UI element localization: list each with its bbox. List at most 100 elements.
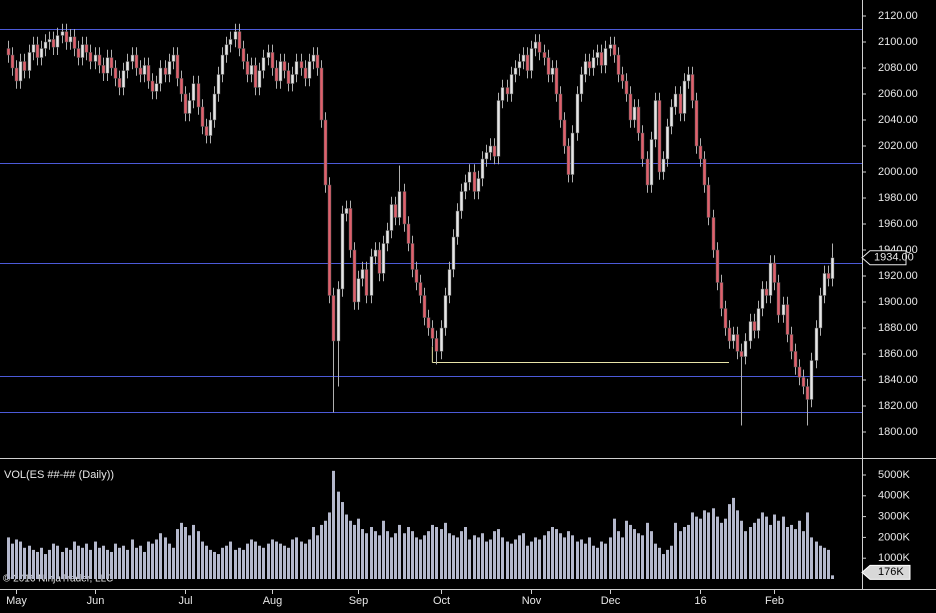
- candle-body: [212, 93, 217, 121]
- candle-body: [616, 54, 621, 75]
- volume-bar: [773, 514, 776, 579]
- volume-bar: [576, 541, 579, 579]
- candle-body: [237, 31, 242, 49]
- y-tick-label: 2020.00: [878, 140, 918, 152]
- volume-bar: [407, 527, 410, 579]
- candle-body: [517, 61, 522, 69]
- volume-bar: [390, 537, 393, 579]
- candle-body: [476, 178, 481, 192]
- candle-body: [323, 119, 328, 186]
- candle-body: [175, 54, 180, 79]
- volume-bar: [65, 547, 68, 579]
- volume-bar: [415, 537, 418, 579]
- y-tick-label: 2120.00: [878, 10, 918, 22]
- candle-body: [706, 184, 711, 218]
- volume-bar: [126, 549, 129, 579]
- candle-body: [434, 338, 439, 352]
- candle-body: [822, 273, 827, 296]
- volume-bar: [250, 539, 253, 579]
- volume-bar: [637, 533, 640, 579]
- volume-bar: [61, 551, 64, 579]
- candle-body: [336, 288, 341, 342]
- candle-body: [818, 295, 823, 329]
- candle-body: [84, 44, 89, 53]
- volume-bar: [365, 533, 368, 579]
- volume-bar: [23, 547, 26, 579]
- candle-body: [686, 74, 691, 82]
- volume-bar: [197, 531, 200, 579]
- candle-body: [208, 119, 213, 136]
- volume-bar: [501, 537, 504, 579]
- candle-body: [397, 191, 402, 218]
- volume-bar: [295, 537, 298, 579]
- candle-body: [261, 57, 266, 71]
- volume-bar: [790, 524, 793, 579]
- y-tick-label: 1880.00: [878, 322, 918, 334]
- volume-bar: [810, 537, 813, 579]
- candle-body: [500, 87, 505, 101]
- volume-bar: [757, 518, 760, 579]
- candle-body: [138, 67, 143, 75]
- candle-body: [430, 327, 435, 339]
- candle-body: [216, 74, 221, 95]
- candle-body: [47, 39, 52, 43]
- volume-title: VOL(ES ##-## (Daily)): [4, 469, 114, 481]
- candle-body: [645, 158, 650, 186]
- candle-body: [756, 308, 761, 331]
- y-tick-label: 4000K: [878, 490, 910, 502]
- volume-bar: [242, 549, 245, 579]
- volume-bar: [56, 545, 59, 579]
- volume-bar: [427, 531, 430, 579]
- candle-body: [719, 282, 724, 309]
- volume-bar: [769, 524, 772, 579]
- candle-body: [764, 288, 769, 296]
- volume-bar: [621, 537, 624, 579]
- volume-bar: [815, 541, 818, 579]
- volume-bar: [44, 554, 47, 579]
- volume-bar: [650, 531, 653, 579]
- volume-bar: [234, 549, 237, 579]
- volume-bar: [468, 539, 471, 579]
- x-tick-label: May: [6, 595, 27, 607]
- volume-bar: [464, 527, 467, 579]
- candle-body: [443, 295, 448, 329]
- candle-body: [459, 191, 464, 212]
- volume-bar: [654, 543, 657, 579]
- volume-bar: [538, 539, 541, 579]
- candle-body: [150, 80, 155, 92]
- volume-bar: [522, 533, 525, 579]
- volume-bar: [213, 551, 216, 579]
- candle-body: [583, 61, 588, 75]
- candle-body: [142, 65, 147, 75]
- candle-body: [27, 52, 32, 71]
- candle-body: [624, 80, 629, 95]
- candle-body: [101, 65, 106, 74]
- candle-body: [575, 93, 580, 134]
- candle-body: [669, 106, 674, 127]
- candle-body: [653, 100, 658, 140]
- volume-bar: [118, 547, 121, 579]
- volume-bar: [600, 541, 603, 579]
- volume-bar: [588, 537, 591, 579]
- candle-body: [587, 61, 592, 69]
- volume-bar: [609, 537, 612, 579]
- volume-bar: [271, 539, 274, 579]
- candle-body: [488, 145, 493, 153]
- candle-body: [72, 36, 77, 49]
- candle-body: [735, 334, 740, 352]
- candle-body: [389, 204, 394, 231]
- candle-body: [711, 217, 716, 251]
- candle-body: [793, 351, 798, 368]
- candle-body: [509, 74, 514, 95]
- y-tick-label: 1800.00: [878, 426, 918, 438]
- volume-bar: [666, 549, 669, 579]
- candle-body: [414, 269, 419, 283]
- volume-bar: [370, 527, 373, 579]
- volume-bar: [662, 554, 665, 579]
- volume-bar: [555, 529, 558, 579]
- candle-body: [163, 67, 168, 75]
- volume-bar: [168, 543, 171, 579]
- x-tick-label: 16: [694, 595, 706, 607]
- volume-bar: [563, 537, 566, 579]
- candle-body: [743, 340, 748, 357]
